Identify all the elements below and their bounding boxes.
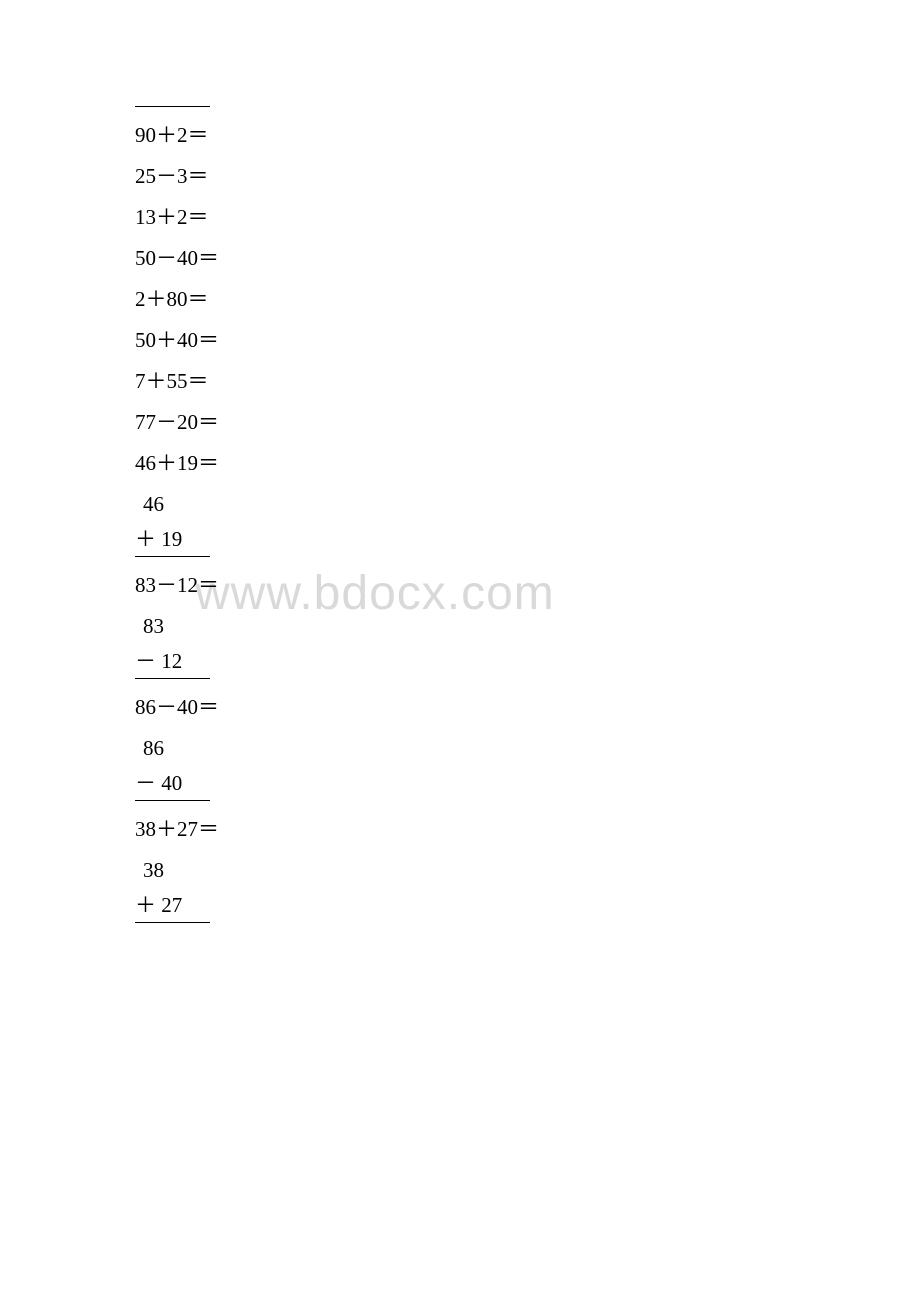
vertical-problem-equation: 83－12＝ [135,575,920,596]
answer-blank [135,800,210,801]
answer-blank [135,106,210,107]
equation-line: 25－3＝ [135,166,920,187]
equation-line: 50－40＝ [135,248,920,269]
equation-line: 50＋40＝ [135,330,920,351]
vertical-problem-top: 46 [135,494,920,515]
answer-blank [135,556,210,557]
equation-line: 13＋2＝ [135,207,920,228]
vertical-problem-equation: 46＋19＝ [135,453,920,474]
equation-line: 77－20＝ [135,412,920,433]
vertical-problem-top: 83 [135,616,920,637]
document-content: 90＋2＝ 25－3＝ 13＋2＝ 50－40＝ 2＋80＝ 50＋40＝ 7＋… [135,106,920,923]
vertical-problem-top: 38 [135,860,920,881]
answer-blank [135,678,210,679]
math-worksheet: 90＋2＝ 25－3＝ 13＋2＝ 50－40＝ 2＋80＝ 50＋40＝ 7＋… [135,106,920,923]
vertical-problem-operator: ＋ 27 [135,895,920,916]
vertical-problem-operator: － 12 [135,651,920,672]
equation-line: 7＋55＝ [135,371,920,392]
vertical-problem-operator: － 40 [135,773,920,794]
vertical-problem-operator: ＋ 19 [135,529,920,550]
vertical-problem-equation: 38＋27＝ [135,819,920,840]
answer-blank [135,922,210,923]
equation-line: 2＋80＝ [135,289,920,310]
vertical-problem-top: 86 [135,738,920,759]
equation-line: 90＋2＝ [135,125,920,146]
vertical-problem-equation: 86－40＝ [135,697,920,718]
